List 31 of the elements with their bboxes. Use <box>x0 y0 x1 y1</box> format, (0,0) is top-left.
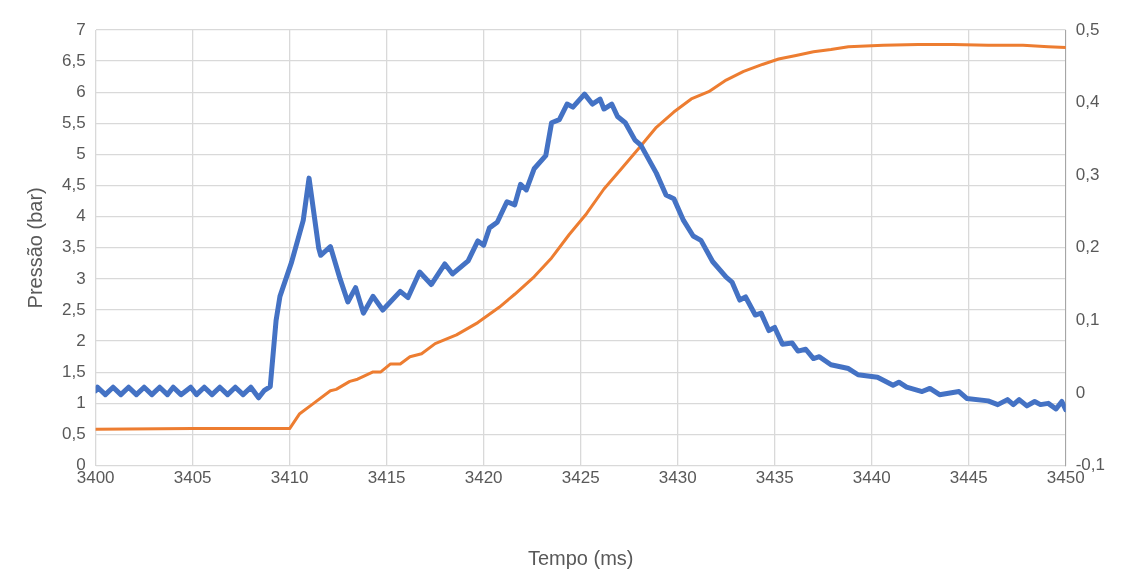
y-tick-label: 1,5 <box>61 361 86 381</box>
x-tick-label: 3415 <box>367 468 406 488</box>
y2-tick-label: 0,4 <box>1075 92 1100 112</box>
y-tick-label: 5,5 <box>61 113 86 133</box>
y-tick-label: 0,5 <box>61 424 86 444</box>
y-tick-label: 1 <box>76 393 86 413</box>
x-tick-label: 3445 <box>949 468 988 488</box>
x-tick-label: 3405 <box>173 468 212 488</box>
y-tick-label: 3 <box>76 268 86 288</box>
y-tick-label: 4,5 <box>61 175 86 195</box>
y-tick-label: 2 <box>76 330 86 350</box>
y2-tick-label: 0,2 <box>1075 237 1100 257</box>
y-tick-label: 2,5 <box>61 299 86 319</box>
y-tick-label: 5 <box>76 144 86 164</box>
y-tick-label: 6,5 <box>61 50 86 70</box>
y-tick-label: 4 <box>76 206 86 226</box>
y2-tick-label: 0,1 <box>1075 310 1100 330</box>
y-axis-title: Pressão (bar) <box>23 187 46 309</box>
y2-tick-label: 0,5 <box>1075 19 1100 39</box>
x-tick-label: 3430 <box>658 468 697 488</box>
y2-tick-label: 0 <box>1075 382 1086 402</box>
x-tick-label: 3440 <box>852 468 891 488</box>
x-tick-label: 3420 <box>464 468 503 488</box>
x-axis-title: Tempo (ms) <box>527 546 634 569</box>
x-tick-label: 3425 <box>561 468 600 488</box>
x-tick-label: 3435 <box>755 468 794 488</box>
y-tick-label: 6 <box>76 81 86 101</box>
y-tick-label: 3,5 <box>61 237 86 257</box>
y2-tick-label: 0,3 <box>1075 164 1100 184</box>
y-tick-label: 7 <box>76 19 86 39</box>
x-tick-label: 3410 <box>270 468 309 488</box>
